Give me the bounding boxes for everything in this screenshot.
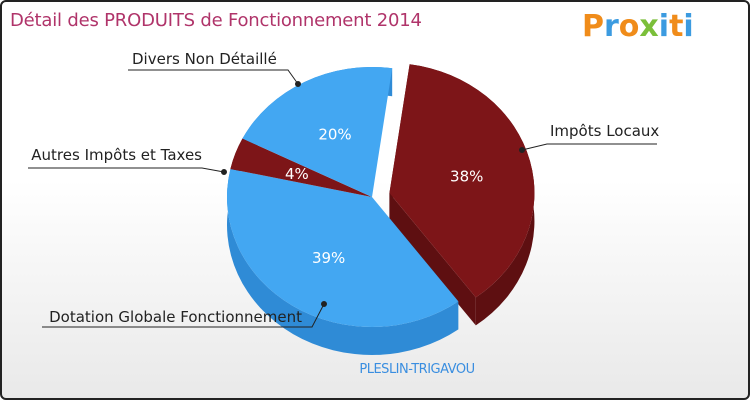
leader-line (42, 303, 325, 328)
pie-slice-label: Dotation Globale Fonctionnement (49, 308, 302, 326)
proxiti-logo: Proxiti (582, 9, 692, 44)
leader-dot (221, 169, 227, 175)
pie-slice-percent: 20% (318, 126, 351, 144)
leader-line (28, 167, 225, 173)
pie-slice (226, 168, 459, 328)
leader-line (128, 69, 299, 85)
pie-slice-percent: 39% (312, 249, 345, 267)
leader-dot (321, 301, 327, 307)
leader-line (521, 143, 657, 151)
pie-slice-label: Divers Non Détaillé (132, 50, 277, 68)
pie-slice-side (226, 168, 459, 355)
pie-slice-wall (389, 193, 476, 326)
leader-dot (295, 81, 301, 87)
leader-dot (519, 147, 525, 153)
pie-slice (230, 138, 372, 197)
pie-slice-label: Autres Impôts et Taxes (31, 146, 202, 164)
pie-slice-percent: 38% (450, 167, 483, 185)
chart-title: Détail des PRODUITS de Fonctionnement 20… (10, 10, 422, 31)
pie-slice (389, 64, 535, 298)
pie-slice (242, 67, 393, 197)
pie-slice-percent: 4% (285, 165, 309, 183)
commune-name: PLESLIN-TRIGAVOU (359, 362, 475, 377)
pie-slice-label: Impôts Locaux (550, 122, 659, 140)
svg-text:Proxiti: Proxiti (582, 9, 692, 44)
